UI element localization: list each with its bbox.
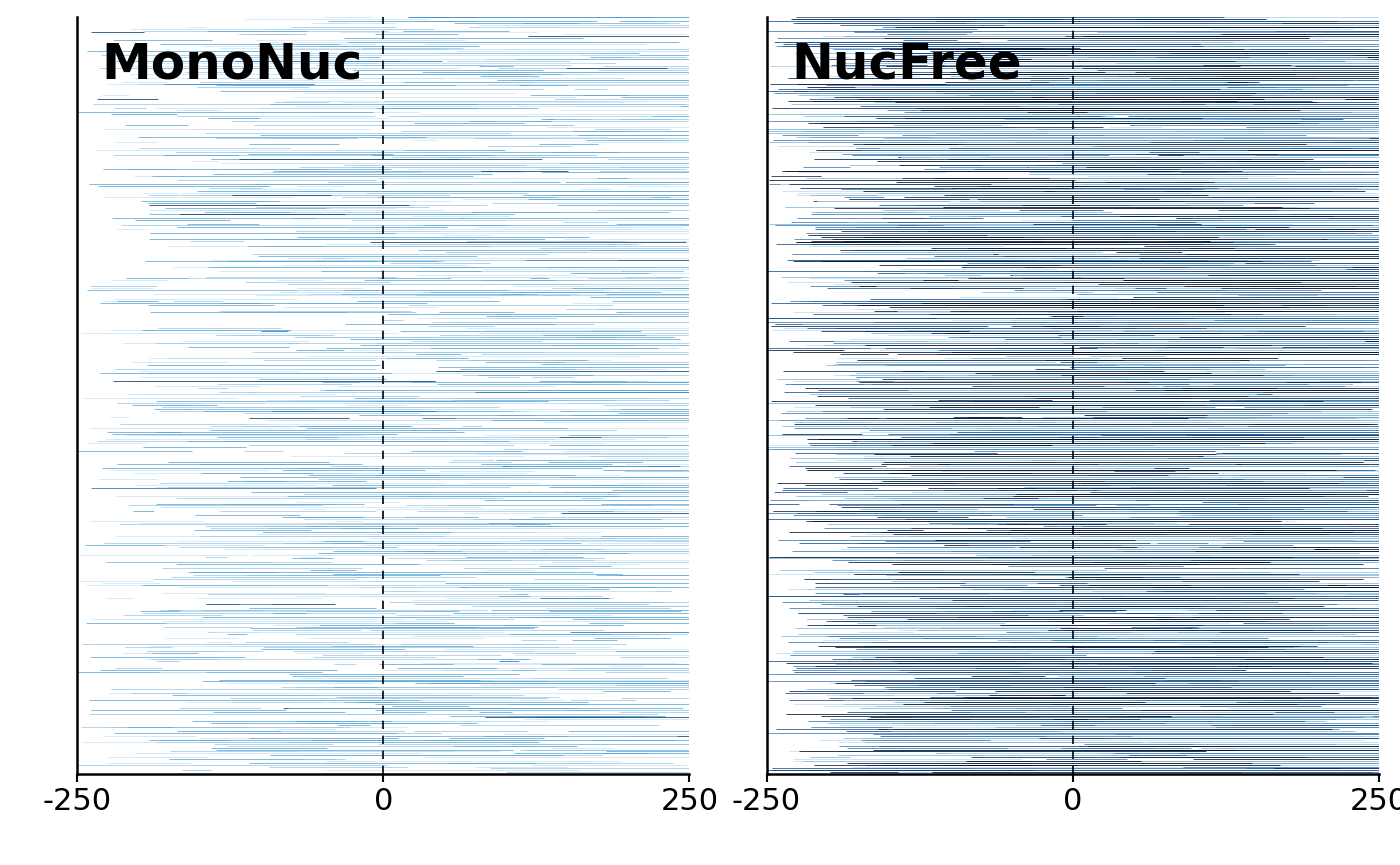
Text: NucFree: NucFree [791, 40, 1022, 88]
Text: MonoNuc: MonoNuc [101, 40, 363, 88]
